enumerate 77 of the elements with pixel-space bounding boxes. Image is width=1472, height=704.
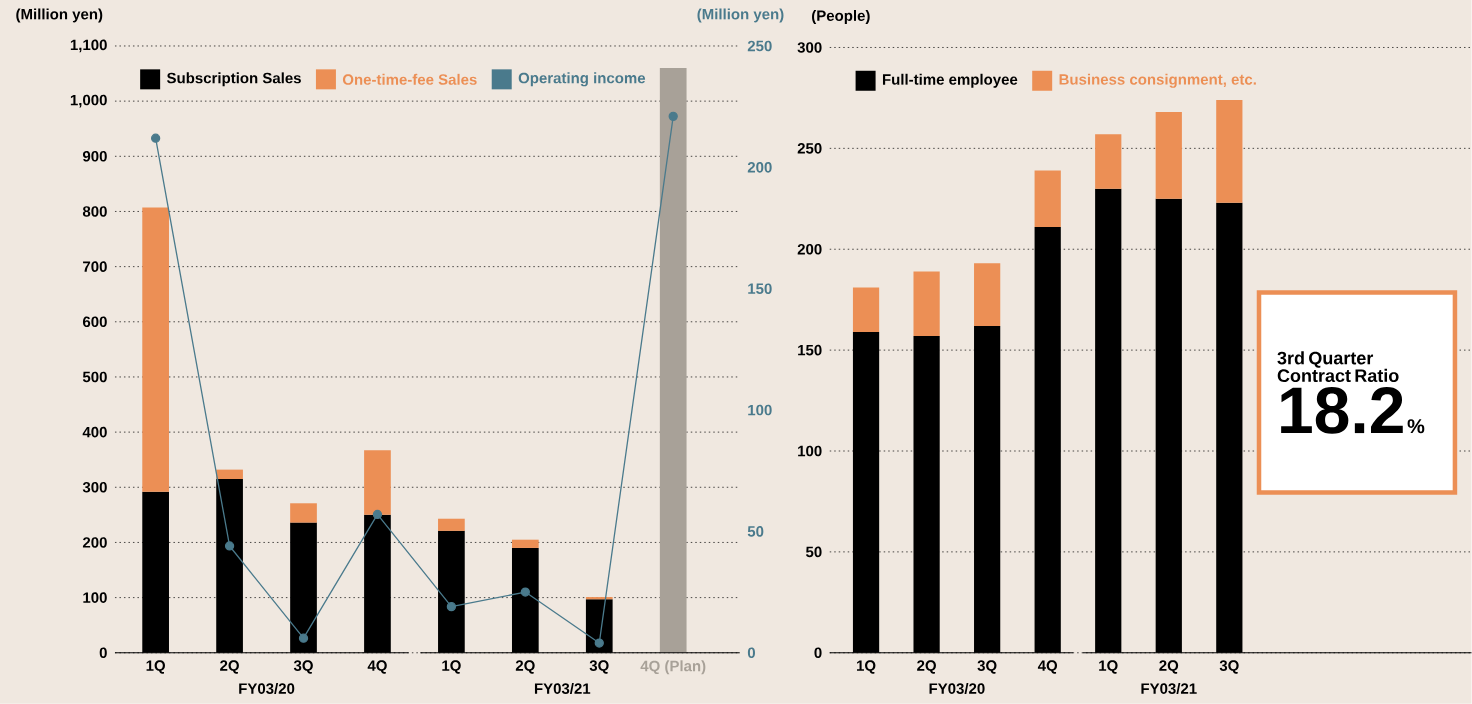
legend-label: Business consignment, etc.	[1059, 73, 1256, 88]
x-tick-label: 3Q	[1219, 660, 1239, 674]
point	[150, 133, 161, 143]
y-axis-title: (Million yen)	[16, 8, 103, 23]
y-tick-label: 900	[82, 151, 107, 162]
legend-label: One-time-fee Sales	[342, 73, 477, 85]
bar	[511, 539, 539, 549]
y2-tick-label: 50	[747, 526, 764, 537]
point	[520, 587, 530, 597]
bar	[974, 263, 1001, 327]
x-tick-label: 3Q	[293, 660, 313, 674]
y-tick-label: 800	[82, 206, 107, 217]
x-tick-label: 4Q	[367, 660, 387, 674]
bar	[216, 469, 243, 480]
y-tick-label: 300	[82, 482, 107, 493]
x-tick-label: 2Q	[917, 660, 936, 674]
y-tick-label: 600	[82, 316, 107, 328]
bar	[438, 518, 465, 531]
text: %	[1407, 419, 1425, 434]
y-tick-label: 0	[814, 647, 822, 659]
x-tick-label: 3Q	[589, 660, 609, 674]
x-tick-label: 4Q (Plan)	[640, 660, 706, 675]
point	[594, 638, 604, 648]
x-tick-label: 1Q	[442, 660, 461, 674]
y2-tick-label: 150	[748, 283, 772, 295]
legend-label: Full-time employee	[882, 73, 1018, 88]
bar	[1216, 100, 1243, 203]
point	[298, 633, 309, 643]
text: 3rd Quarter Contract Ratio	[1277, 351, 1399, 383]
x-tick-label: 2Q	[220, 660, 239, 674]
bar	[913, 271, 940, 337]
point	[668, 111, 678, 122]
x-tick-label: 1Q	[1099, 660, 1118, 674]
text: 18.2	[1281, 387, 1403, 434]
text: FY03/20	[239, 683, 295, 695]
x-tick-label: 2Q	[1159, 660, 1179, 674]
y-tick-label: 500	[82, 371, 107, 383]
x-tick-label: 4Q	[1037, 660, 1058, 674]
y-tick-label: 200	[797, 244, 822, 255]
bar	[142, 207, 169, 492]
y2-tick-label: 200	[747, 162, 772, 173]
x-tick-label: 2Q	[515, 660, 535, 674]
y-tick-label: 250	[797, 143, 822, 154]
y-tick-label: 700	[83, 261, 107, 273]
point	[446, 602, 457, 612]
bar	[1155, 112, 1182, 199]
x-tick-label: 1Q	[856, 660, 876, 674]
x-tick-label: 1Q	[146, 660, 165, 674]
x-tick-label: 3Q	[977, 660, 997, 674]
y-axis-title: (People)	[812, 10, 870, 25]
y-tick-label: 200	[82, 537, 107, 548]
text: FY03/21	[1141, 683, 1197, 695]
y-tick-label: 100	[798, 445, 822, 457]
y2-tick-label: 100	[748, 404, 772, 416]
y-tick-label: 1,000	[70, 94, 107, 108]
y2-tick-label: 250	[747, 40, 772, 52]
bar	[290, 503, 317, 523]
y2-tick-label: 0	[747, 647, 755, 659]
y-tick-label: 0	[99, 647, 107, 659]
y-tick-label: 150	[798, 344, 822, 356]
y-tick-label: 50	[805, 546, 822, 558]
point	[224, 541, 235, 551]
text: FY03/20	[929, 683, 985, 695]
y2-axis-title: (Million yen)	[697, 8, 784, 23]
y-tick-label: 400	[82, 426, 107, 438]
legend-label: Operating income	[518, 72, 646, 87]
bar	[852, 287, 880, 333]
y-tick-label: 100	[83, 592, 107, 604]
bar	[364, 450, 391, 515]
point	[372, 509, 383, 520]
text: FY03/21	[534, 683, 591, 695]
legend-label: Subscription Sales	[166, 72, 301, 87]
y-tick-label: 1,100	[70, 39, 107, 53]
bar	[1095, 134, 1122, 189]
bar	[1034, 170, 1061, 228]
y-tick-label: 300	[797, 42, 822, 53]
bar	[659, 68, 687, 653]
